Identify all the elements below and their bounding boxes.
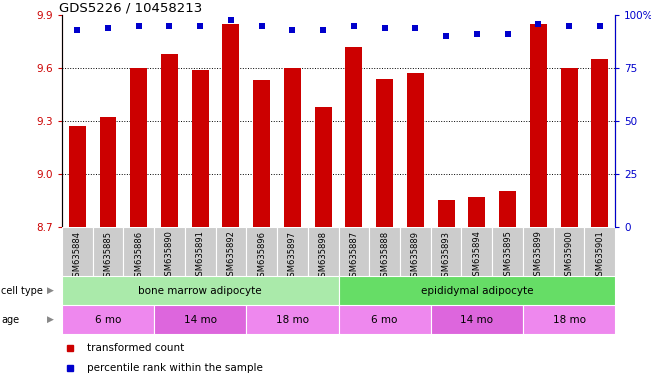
Bar <box>253 81 270 227</box>
Bar <box>284 68 301 227</box>
Text: ▶: ▶ <box>47 286 53 295</box>
Text: GSM635893: GSM635893 <box>441 230 450 281</box>
Text: 14 mo: 14 mo <box>460 314 493 325</box>
Bar <box>431 305 523 334</box>
Bar <box>499 191 516 227</box>
Text: GSM635887: GSM635887 <box>350 230 359 282</box>
Bar <box>469 197 485 227</box>
Bar <box>246 227 277 276</box>
Bar <box>192 70 208 227</box>
Text: GSM635885: GSM635885 <box>104 230 113 281</box>
Bar <box>154 227 185 276</box>
Bar <box>62 276 339 305</box>
Text: 6 mo: 6 mo <box>372 314 398 325</box>
Bar <box>339 276 615 305</box>
Point <box>164 23 174 29</box>
Bar <box>69 126 86 227</box>
Point <box>380 25 390 31</box>
Text: bone marrow adipocyte: bone marrow adipocyte <box>139 286 262 296</box>
Bar <box>277 227 308 276</box>
Bar <box>161 54 178 227</box>
Text: GSM635892: GSM635892 <box>227 230 236 281</box>
Point <box>410 25 421 31</box>
Bar <box>530 24 547 227</box>
Point <box>133 23 144 29</box>
Text: GSM635886: GSM635886 <box>134 230 143 282</box>
Point <box>349 23 359 29</box>
Bar <box>561 68 577 227</box>
Bar <box>339 305 431 334</box>
Bar <box>554 227 585 276</box>
Bar <box>523 305 615 334</box>
Text: 18 mo: 18 mo <box>276 314 309 325</box>
Point <box>564 23 574 29</box>
Point <box>103 25 113 31</box>
Point <box>256 23 267 29</box>
Bar <box>437 200 454 227</box>
Bar <box>591 60 608 227</box>
Text: GSM635889: GSM635889 <box>411 230 420 281</box>
Text: 18 mo: 18 mo <box>553 314 586 325</box>
Text: 6 mo: 6 mo <box>95 314 121 325</box>
Text: GSM635894: GSM635894 <box>473 230 481 281</box>
Point <box>594 23 605 29</box>
Bar <box>100 118 117 227</box>
Bar <box>215 227 246 276</box>
Bar <box>339 227 369 276</box>
Bar <box>308 227 339 276</box>
Bar <box>314 107 331 227</box>
Text: GSM635896: GSM635896 <box>257 230 266 281</box>
Point <box>195 23 205 29</box>
Bar <box>185 227 215 276</box>
Bar <box>130 68 147 227</box>
Bar <box>154 305 246 334</box>
Text: GSM635900: GSM635900 <box>564 230 574 281</box>
Text: GSM635895: GSM635895 <box>503 230 512 281</box>
Text: GSM635899: GSM635899 <box>534 230 543 281</box>
Bar <box>92 227 123 276</box>
Text: epididymal adipocyte: epididymal adipocyte <box>421 286 533 296</box>
Text: 14 mo: 14 mo <box>184 314 217 325</box>
Bar <box>585 227 615 276</box>
Bar <box>523 227 554 276</box>
Point <box>503 31 513 38</box>
Point <box>226 17 236 23</box>
Text: GSM635890: GSM635890 <box>165 230 174 281</box>
Point <box>72 27 83 33</box>
Point <box>318 27 328 33</box>
Point <box>287 27 298 33</box>
Bar <box>246 305 339 334</box>
Text: GSM635898: GSM635898 <box>318 230 327 281</box>
Bar <box>400 227 431 276</box>
Text: GDS5226 / 10458213: GDS5226 / 10458213 <box>59 1 202 14</box>
Point <box>471 31 482 38</box>
Text: GSM635901: GSM635901 <box>595 230 604 281</box>
Text: ▶: ▶ <box>47 315 53 324</box>
Bar <box>462 227 492 276</box>
Bar <box>346 47 363 227</box>
Bar <box>431 227 462 276</box>
Text: GSM635897: GSM635897 <box>288 230 297 281</box>
Text: age: age <box>1 314 20 325</box>
Bar <box>62 305 154 334</box>
Bar <box>223 24 240 227</box>
Text: GSM635888: GSM635888 <box>380 230 389 282</box>
Text: cell type: cell type <box>1 286 43 296</box>
Point <box>441 33 451 40</box>
Bar <box>376 79 393 227</box>
Text: transformed count: transformed count <box>87 343 184 353</box>
Bar <box>407 73 424 227</box>
Text: percentile rank within the sample: percentile rank within the sample <box>87 363 262 373</box>
Bar <box>369 227 400 276</box>
Bar <box>62 227 92 276</box>
Bar <box>123 227 154 276</box>
Text: GSM635884: GSM635884 <box>73 230 82 281</box>
Bar <box>492 227 523 276</box>
Point <box>533 21 544 27</box>
Text: GSM635891: GSM635891 <box>196 230 204 281</box>
